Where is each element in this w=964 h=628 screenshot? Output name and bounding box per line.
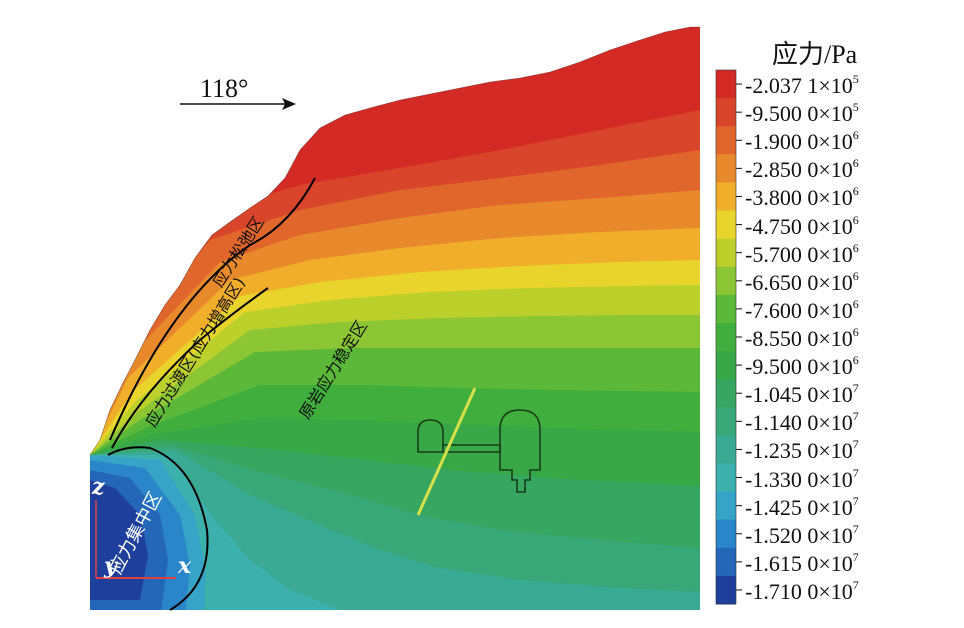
legend-label-mantissa: -9.500 0×10 [745, 101, 853, 127]
legend-swatch [716, 519, 736, 549]
angle-label: 118° [200, 74, 249, 103]
legend-swatch [716, 154, 736, 183]
legend-label: -5.700 0×106 [745, 242, 859, 266]
legend-label-mantissa: -4.750 0×10 [745, 213, 853, 239]
legend-swatch [716, 351, 736, 380]
legend-label-mantissa: -1.710 0×10 [745, 578, 853, 604]
legend-label: -3.800 0×106 [745, 185, 859, 209]
legend-swatch [716, 575, 736, 605]
legend-label-mantissa: -1.140 0×10 [745, 410, 853, 436]
legend-label-exponent: 5 [852, 100, 859, 115]
legend-label: -1.425 0×107 [745, 495, 859, 519]
legend-label-exponent: 6 [852, 184, 859, 199]
axis-z-label: z [92, 474, 105, 500]
legend-label-mantissa: -1.045 0×10 [745, 382, 853, 408]
legend-label-mantissa: -5.700 0×10 [745, 241, 853, 267]
legend-label-exponent: 6 [852, 325, 859, 339]
legend-swatch [716, 491, 736, 521]
legend-label-exponent: 7 [852, 577, 859, 592]
legend-swatch [716, 266, 736, 296]
legend-label-mantissa: -2.850 0×10 [745, 157, 853, 183]
legend-label-mantissa: -6.650 0×10 [745, 269, 853, 295]
legend-label: -1.710 0×107 [745, 579, 859, 603]
legend-label: -2.850 0×106 [745, 157, 859, 181]
slope-boundary [89, 26, 700, 456]
legend-label-exponent: 5 [852, 72, 859, 87]
legend-label-mantissa: -1.235 0×10 [745, 438, 853, 464]
legend-label-mantissa: -1.615 0×10 [745, 550, 853, 576]
legend-label-exponent: 7 [852, 549, 859, 564]
right-chamber [499, 409, 541, 493]
legend-label: -2.037 1×105 [745, 73, 859, 97]
legend-swatch [716, 210, 736, 240]
legend-frame [715, 69, 737, 605]
legend-label-exponent: 7 [852, 381, 859, 396]
legend-label: -1.520 0×107 [745, 523, 859, 547]
legend-color-bar [715, 69, 742, 605]
legend-swatch [716, 70, 736, 99]
legend-label-mantissa: -1.330 0×10 [745, 466, 853, 492]
legend-swatch [716, 126, 736, 155]
legend-label: -4.750 0×106 [745, 214, 859, 238]
legend-label-exponent: 6 [852, 156, 859, 171]
legend-label: -7.600 0×106 [745, 298, 859, 322]
legend-label-exponent: 6 [852, 128, 859, 143]
axis-indicator [95, 500, 176, 579]
legend-swatch [716, 294, 736, 324]
legend-label: -1.045 0×107 [745, 382, 859, 406]
transition-boundary-line [111, 287, 269, 449]
legend-label-mantissa: -1.520 0×10 [745, 522, 853, 548]
direction-arrow [180, 98, 296, 110]
inclined-shaft [416, 387, 477, 516]
legend-label-mantissa: -2.037 1×10 [745, 73, 853, 99]
legend-label-mantissa: -3.800 0×10 [745, 185, 853, 211]
legend-label: -9.500 0×105 [745, 101, 859, 125]
legend-title: 应力/Pa [772, 40, 858, 69]
legend-label-mantissa: -9.500 0×10 [745, 354, 853, 380]
cavern-outline [416, 387, 541, 516]
legend-label-exponent: 6 [852, 212, 859, 227]
legend-swatch [716, 435, 736, 464]
legend-label-mantissa: -1.425 0×10 [745, 494, 853, 520]
legend-label-mantissa: -1.900 0×10 [745, 129, 853, 155]
legend-label: -8.550 0×106 [745, 326, 859, 350]
legend-label: -1.900 0×106 [745, 129, 859, 153]
legend-label: -1.330 0×107 [745, 467, 859, 491]
concentration-boundary-line [107, 446, 209, 611]
legend-swatch [716, 322, 736, 352]
band-19 [90, 480, 148, 600]
legend-label-exponent: 6 [852, 268, 859, 283]
legend-label-exponent: 6 [852, 353, 859, 368]
contour-bands [90, 27, 700, 610]
legend-swatch [716, 547, 736, 577]
legend-swatch [716, 407, 736, 436]
legend-label: -1.140 0×107 [745, 410, 859, 434]
legend-label-exponent: 7 [852, 521, 859, 536]
legend-swatch [716, 238, 736, 268]
legend-swatch [716, 463, 736, 493]
legend-label-exponent: 7 [852, 437, 859, 452]
legend-label-exponent: 6 [852, 296, 859, 311]
legend-swatch [716, 182, 736, 212]
legend-label: -9.500 0×106 [745, 354, 859, 378]
legend-swatch [716, 379, 736, 408]
legend-label-exponent: 6 [852, 240, 859, 255]
legend-label: -1.235 0×107 [745, 438, 859, 462]
legend-label: -6.650 0×106 [745, 270, 859, 294]
left-chamber [417, 419, 444, 453]
relaxation-boundary-line [109, 177, 316, 441]
legend-swatch [716, 98, 736, 127]
legend-label-mantissa: -8.550 0×10 [745, 326, 853, 351]
axis-y-label: y [104, 553, 117, 579]
axis-x-label: x [178, 553, 192, 579]
legend-label-mantissa: -7.600 0×10 [745, 297, 853, 323]
legend-label: -1.615 0×107 [745, 551, 859, 575]
legend-label-exponent: 7 [852, 465, 859, 480]
legend-label-exponent: 7 [852, 409, 859, 424]
legend-label-exponent: 7 [852, 493, 859, 508]
